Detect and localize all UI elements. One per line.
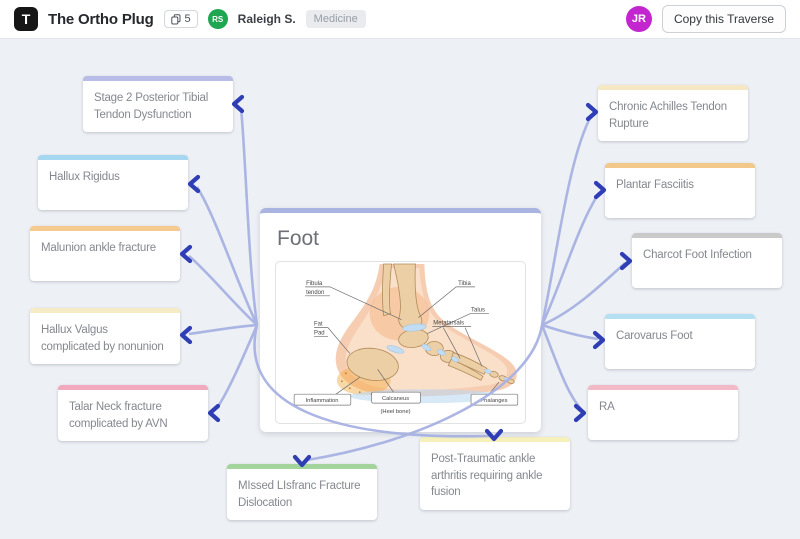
node-card-chronic-achilles-rupture[interactable]: Chronic Achilles Tendon Rupture	[598, 85, 748, 142]
node-label: Charcot Foot Infection	[643, 249, 752, 261]
label-metatarsals: Metatarsals	[433, 321, 464, 327]
card-count-badge: 5	[163, 10, 198, 28]
foot-anatomy-diagram: Fibula tendon Tibia Talus Metatarsals Fa…	[293, 263, 519, 415]
viewer-avatar[interactable]: JR	[625, 6, 652, 32]
node-label: Post-Traumatic ankle arthritis requiring…	[431, 453, 543, 499]
edge-foot-to-hallux-rigidus	[195, 186, 259, 326]
app-logo[interactable]: T	[14, 7, 38, 31]
foot-anatomy-image: Fibula tendon Tibia Talus Metatarsals Fa…	[275, 261, 526, 424]
label-fibula: Fibula	[306, 281, 323, 287]
label-heel-bone: (Heel bone)	[381, 409, 411, 415]
node-card-malunion-ankle-fracture[interactable]: Malunion ankle fracture	[30, 226, 180, 281]
node-label: Carovarus Foot	[616, 330, 693, 342]
node-card-missed-lisfranc[interactable]: MIssed LIsfranc Fracture Dislocation	[227, 464, 377, 521]
label-tibia: Tibia	[458, 281, 471, 287]
category-tag: Medicine	[305, 10, 366, 28]
node-label: Talar Neck fracture complicated by AVN	[69, 401, 168, 430]
arrowhead-chronic-achilles-rupture	[585, 102, 599, 122]
center-node-foot[interactable]: Foot	[260, 208, 541, 432]
edge-foot-to-plantar-fasciitis	[540, 192, 601, 326]
node-label: MIssed LIsfranc Fracture Dislocation	[238, 480, 361, 509]
node-card-plantar-fasciitis[interactable]: Plantar Fasciitis	[605, 163, 755, 218]
label-fat: Fat	[314, 322, 323, 328]
arrowhead-malunion-ankle-fracture	[179, 244, 193, 264]
node-label: Hallux Rigidus	[49, 171, 120, 183]
arrowhead-carovarus-foot	[592, 330, 606, 350]
label-calcaneus: Calcaneus	[382, 396, 409, 402]
copy-traverse-button[interactable]: Copy this Traverse	[661, 5, 786, 33]
arrowhead-hallux-valgus-nonunion	[179, 325, 193, 345]
node-card-carovarus-foot[interactable]: Carovarus Foot	[605, 314, 755, 369]
card-count: 5	[184, 13, 191, 25]
center-node-title: Foot	[277, 227, 320, 250]
header-right: JR Copy this Traverse	[625, 5, 786, 33]
edge-foot-to-stage2-ptt-dysfunction	[239, 107, 259, 326]
node-label: RA	[599, 401, 615, 413]
label-pad: Pad	[314, 331, 325, 337]
cards-count-icon	[170, 13, 181, 24]
node-card-hallux-valgus-nonunion[interactable]: Hallux Valgus complicated by nonunion	[30, 308, 180, 365]
author-avatar[interactable]: RS	[207, 9, 228, 29]
top-bar: T The Ortho Plug 5 RS Raleigh S. Medicin…	[0, 0, 800, 39]
node-label: Malunion ankle fracture	[41, 242, 156, 254]
label-talus: Talus	[471, 308, 485, 314]
label-tendon: tendon	[306, 290, 324, 296]
node-label: Hallux Valgus complicated by nonunion	[41, 324, 164, 353]
edge-foot-to-hallux-valgus-nonunion	[188, 323, 258, 336]
arrowhead-ra	[573, 403, 587, 423]
edge-foot-to-chronic-achilles-rupture	[540, 115, 593, 326]
arrowhead-hallux-rigidus	[187, 174, 201, 194]
node-card-hallux-rigidus[interactable]: Hallux Rigidus	[38, 155, 188, 210]
node-card-charcot-foot-infection[interactable]: Charcot Foot Infection	[632, 233, 782, 288]
node-card-post-traumatic-fusion[interactable]: Post-Traumatic ankle arthritis requiring…	[420, 437, 570, 511]
label-phalanges: Phalanges	[480, 398, 507, 404]
node-card-stage2-ptt-dysfunction[interactable]: Stage 2 Posterior Tibial Tendon Dysfunct…	[83, 76, 233, 133]
arrowhead-talar-neck-avn	[207, 403, 221, 423]
node-label: Chronic Achilles Tendon Rupture	[609, 101, 727, 130]
node-label: Stage 2 Posterior Tibial Tendon Dysfunct…	[94, 92, 209, 121]
arrowhead-stage2-ptt-dysfunction	[231, 94, 245, 114]
author-name: Raleigh S.	[237, 12, 296, 26]
node-card-talar-neck-avn[interactable]: Talar Neck fracture complicated by AVN	[58, 385, 208, 442]
arrowhead-plantar-fasciitis	[593, 180, 607, 200]
node-label: Plantar Fasciitis	[616, 179, 694, 191]
node-card-ra[interactable]: RA	[588, 385, 738, 440]
edge-foot-to-carovarus-foot	[541, 323, 599, 341]
edge-foot-to-ra	[540, 324, 582, 410]
edge-foot-to-malunion-ankle-fracture	[188, 255, 258, 326]
app-title: The Ortho Plug	[48, 10, 154, 28]
edge-foot-to-talar-neck-avn	[215, 324, 259, 409]
label-inflammation: Inflammation	[306, 398, 339, 404]
arrowhead-charcot-foot-infection	[619, 251, 633, 271]
